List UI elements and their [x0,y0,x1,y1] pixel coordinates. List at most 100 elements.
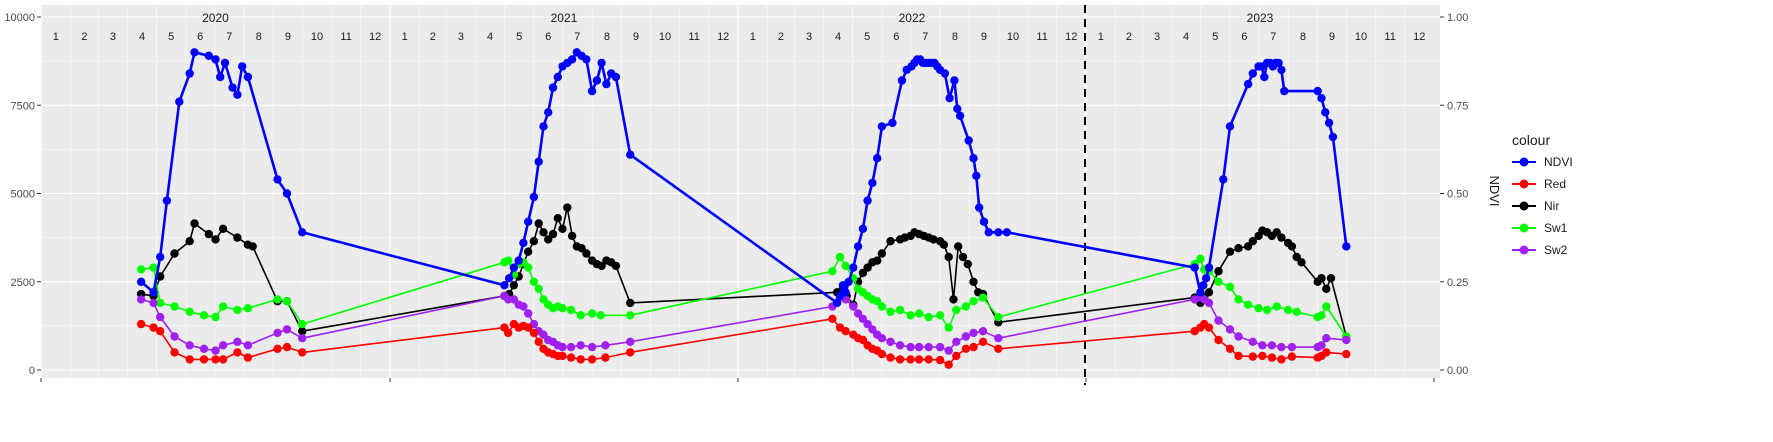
data-point-ndvi [1199,281,1208,290]
data-point-ndvi [832,298,842,308]
data-point-ndvi [509,263,519,272]
data-point-ndvi [524,217,533,226]
data-point-ndvi [175,97,184,106]
plot-panel [41,5,1440,378]
data-point-nir [204,229,213,239]
month-label: 11 [1384,31,1395,43]
data-point-ndvi [975,203,984,212]
data-point-ndvi [597,58,606,68]
series-line-sw1 [140,256,1347,337]
data-point-nir [524,247,533,256]
data-point-red [906,355,915,364]
data-point-sw2 [601,341,610,350]
data-point-sw1 [211,312,220,322]
month-label: 9 [981,31,987,43]
legend: colour NDVI Red Nir Sw1 Sw2 [1512,132,1573,257]
data-point-sw2 [273,328,282,338]
data-point-nir [1317,274,1326,283]
data-point-sw2 [282,325,292,334]
data-point-ndvi [1196,288,1205,297]
data-point-sw2 [1225,325,1235,334]
data-point-ndvi [298,228,307,237]
x-axis-ticks [40,378,1435,382]
legend-key-nir [1519,201,1529,211]
data-point-sw1 [199,311,209,320]
data-point-nir [929,235,938,244]
data-point-ndvi [868,178,877,188]
series-sw2 [136,291,1351,355]
data-point-nir [534,219,543,228]
data-point-nir [558,224,567,233]
data-point-red [841,327,850,336]
data-point-sw1 [170,302,179,311]
data-point-sw1 [1283,305,1293,315]
data-point-sw1 [587,309,597,318]
data-point-ndvi [228,83,237,92]
data-point-ndvi [1342,242,1351,251]
month-label: 9 [1329,31,1335,43]
data-point-sw2 [924,342,933,352]
left-axis-tick-label: 7500 [11,100,35,112]
data-point-sw1 [978,293,988,302]
data-point-ndvi [1002,228,1012,237]
legend-label-red: Red [1544,177,1566,191]
data-point-red [1287,352,1297,361]
month-label: 12 [1413,31,1425,43]
month-label: 7 [922,31,928,43]
data-point-sw1 [1254,304,1263,313]
data-point-ndvi [1274,58,1283,68]
data-point-ndvi [548,83,558,92]
data-point-sw1 [877,302,887,311]
left-axis-tick-label: 0 [29,365,35,377]
data-point-nir [185,237,194,246]
data-point-nir [886,237,895,246]
data-point-sw2 [849,302,858,311]
month-label: 8 [604,31,610,43]
month-label: 1 [53,31,59,43]
data-point-red [170,348,179,357]
legend-label-ndvi: NDVI [1544,155,1573,169]
data-point-ndvi [592,76,602,85]
data-point-sw1 [596,311,605,320]
data-point-sw2 [199,344,209,353]
data-point-ndvi [1280,86,1289,96]
data-point-sw1 [298,319,307,329]
data-point-sw2 [1322,334,1331,343]
data-point-nir [298,327,307,336]
data-point-ndvi [519,238,528,248]
left-axis-tick-label: 10000 [4,12,35,24]
month-label: 2 [430,31,436,43]
data-point-ndvi [233,90,242,99]
data-point-sw2 [1234,332,1243,341]
data-point-nir [1326,274,1336,283]
left-axis-tick-label: 2500 [11,277,35,289]
data-point-sw2 [1248,337,1258,346]
data-point-ndvi [544,108,553,117]
data-point-nir [954,242,963,251]
data-point-red [298,348,307,357]
data-point-sw1 [914,309,924,318]
data-point-ndvi [841,288,850,297]
data-point-sw1 [524,263,533,272]
data-point-sw2 [935,342,945,352]
data-point-sw1 [835,252,845,262]
data-point-ndvi [950,76,959,85]
data-point-sw1 [529,277,539,286]
data-point-ndvi [873,154,882,163]
data-point-nir [563,203,572,212]
data-point-sw2 [576,341,585,350]
data-point-sw2 [626,337,635,346]
data-point-red [914,355,924,364]
data-point-ndvi [853,242,863,251]
year-label: 2021 [551,11,578,25]
data-point-sw2 [978,327,988,336]
data-point-nir [190,219,199,228]
data-point-ndvi [984,228,993,237]
data-point-sw1 [185,307,194,316]
data-point-sw2 [156,312,165,322]
data-point-ndvi [602,79,611,89]
data-point-red [243,353,253,362]
data-point-ndvi [1260,72,1269,82]
legend-key-sw2 [1519,245,1529,255]
data-point-nir [1204,288,1214,297]
